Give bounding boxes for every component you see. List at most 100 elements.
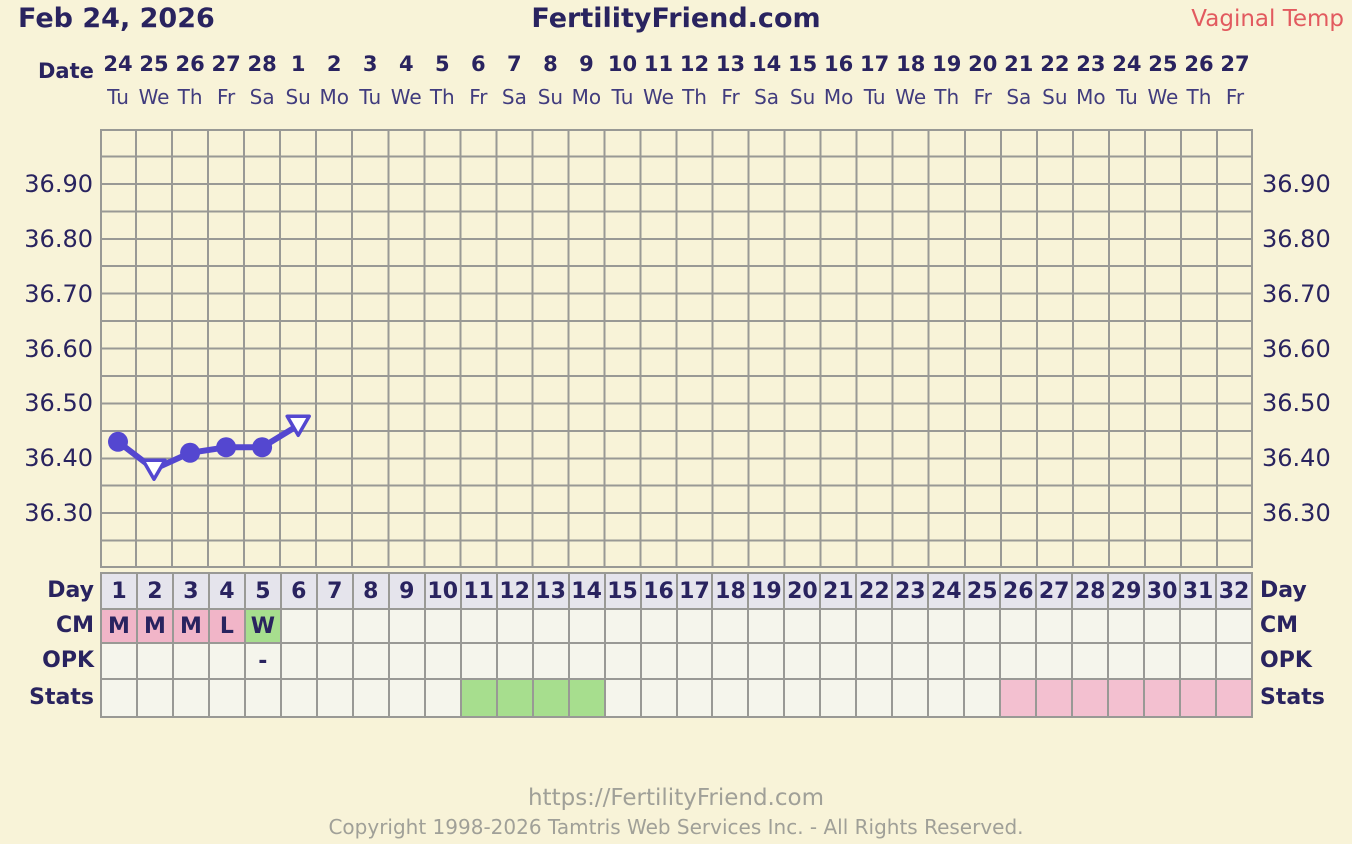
weekday-cell: Su: [1042, 85, 1068, 109]
date-cell: 12: [679, 52, 710, 76]
date-cell: 6: [471, 52, 486, 76]
weekday-cell: Th: [177, 85, 203, 109]
day-cell: 17: [677, 574, 714, 610]
stats-cell: [605, 680, 642, 718]
opk-cell: [533, 644, 570, 680]
daily-data-table: 1 2 3 4 5 6 7 8 9 10 11 12 13 14 15 16 17 18 19 20 21 22 23 24 2…: [100, 572, 1253, 718]
date-cell: 13: [715, 52, 746, 76]
day-cell: 32: [1217, 574, 1253, 610]
day-cell: 4: [209, 574, 246, 610]
stats-cell: [1109, 680, 1146, 718]
cm-cell: [1181, 610, 1218, 644]
y-axis-tick-label: 36.40: [24, 444, 93, 472]
date-cell: 1: [290, 52, 306, 76]
cm-cell: [1037, 610, 1074, 644]
stats-cell: [245, 680, 282, 718]
date-cell: 9: [579, 52, 594, 76]
opk-cell: [1001, 644, 1038, 680]
stats-cell: [569, 680, 606, 718]
date-cell: 28: [247, 52, 277, 76]
date-cell: 21: [1004, 52, 1034, 76]
cm-cell: [317, 610, 354, 644]
stats-cell: [929, 680, 966, 718]
day-cell: 28: [1073, 574, 1110, 610]
day-row-label-right: Day: [1260, 577, 1307, 603]
stats-cell: [1181, 680, 1218, 718]
opk-cell: [1181, 644, 1218, 680]
y-axis-tick-label: 36.30: [1262, 499, 1331, 527]
stats-row-label-right: Stats: [1260, 684, 1325, 710]
weekday-cell: We: [643, 85, 674, 109]
opk-row-label-left: OPK: [42, 647, 94, 673]
weekday-cell: We: [390, 85, 422, 109]
stats-cell: [353, 680, 390, 718]
weekday-cell: Fr: [1225, 85, 1245, 109]
stats-cell: [102, 680, 138, 718]
footer-url[interactable]: https://FertilityFriend.com: [527, 785, 824, 811]
cm-row-label-left: CM: [55, 612, 94, 638]
cm-cell: [821, 610, 858, 644]
weekday-cell: Th: [429, 85, 455, 109]
weekday-cell: Tu: [863, 85, 886, 109]
y-axis-tick-label: 36.80: [24, 225, 93, 253]
opk-cell: [929, 644, 966, 680]
date-cell: 5: [434, 52, 450, 76]
stats-cell: [533, 680, 570, 718]
date-cell: 22: [1040, 52, 1070, 76]
stats-cell: [281, 680, 318, 718]
cm-cell: [749, 610, 786, 644]
day-row-label-left: Day: [47, 577, 94, 603]
day-cell: 3: [173, 574, 210, 610]
stats-cell: [713, 680, 750, 718]
cm-cell: [353, 610, 390, 644]
weekday-cell: Fr: [469, 85, 488, 109]
day-cell: 30: [1145, 574, 1182, 610]
day-cell: 9: [389, 574, 426, 610]
opk-cell: [461, 644, 498, 680]
weekday-cell: We: [895, 85, 927, 109]
day-cell: 7: [317, 574, 354, 610]
opk-cell: [677, 644, 714, 680]
day-cell: 20: [785, 574, 822, 610]
opk-cell: [317, 644, 354, 680]
y-axis-tick-label: 36.60: [24, 335, 93, 363]
date-cell: 3: [362, 52, 378, 76]
weekday-cell: Th: [1186, 85, 1212, 109]
date-cell: 26: [1184, 52, 1214, 76]
opk-cell: [1037, 644, 1074, 680]
date-cell: 24: [1112, 52, 1142, 76]
opk-cell: [605, 644, 642, 680]
y-axis-tick-label: 36.70: [1262, 280, 1331, 308]
stats-cell: [461, 680, 498, 718]
cm-cell: W: [245, 610, 282, 644]
weekday-cell: We: [138, 85, 170, 109]
date-cell: 23: [1076, 52, 1106, 76]
weekday-cell: Tu: [359, 85, 382, 109]
y-axis-tick-label: 36.50: [1262, 389, 1331, 417]
cm-cell: [569, 610, 606, 644]
opk-cell: [425, 644, 462, 680]
weekday-cell: Su: [789, 85, 816, 109]
day-cell: 27: [1037, 574, 1074, 610]
y-axis-tick-label: 36.80: [1262, 225, 1331, 253]
opk-row-label-right: OPK: [1260, 647, 1312, 673]
temperature-chart: [100, 129, 1253, 568]
site-title: FertilityFriend.com: [531, 3, 821, 34]
date-cell: 4: [398, 52, 414, 76]
day-cell: 8: [353, 574, 390, 610]
stats-cell: [1145, 680, 1182, 718]
opk-cell: [173, 644, 210, 680]
date-cell: 18: [896, 52, 926, 76]
stats-cell: [497, 680, 534, 718]
opk-cell: [353, 644, 390, 680]
cm-cell: [1001, 610, 1038, 644]
cm-cell: [1217, 610, 1253, 644]
day-cell: 12: [497, 574, 534, 610]
stats-cell: [785, 680, 822, 718]
weekday-cell: Su: [537, 85, 564, 109]
y-axis-tick-label: 36.30: [24, 499, 93, 527]
stats-cell: [965, 680, 1002, 718]
cm-cell: [1145, 610, 1182, 644]
date-cell: 7: [507, 52, 522, 76]
opk-cell: [281, 644, 318, 680]
